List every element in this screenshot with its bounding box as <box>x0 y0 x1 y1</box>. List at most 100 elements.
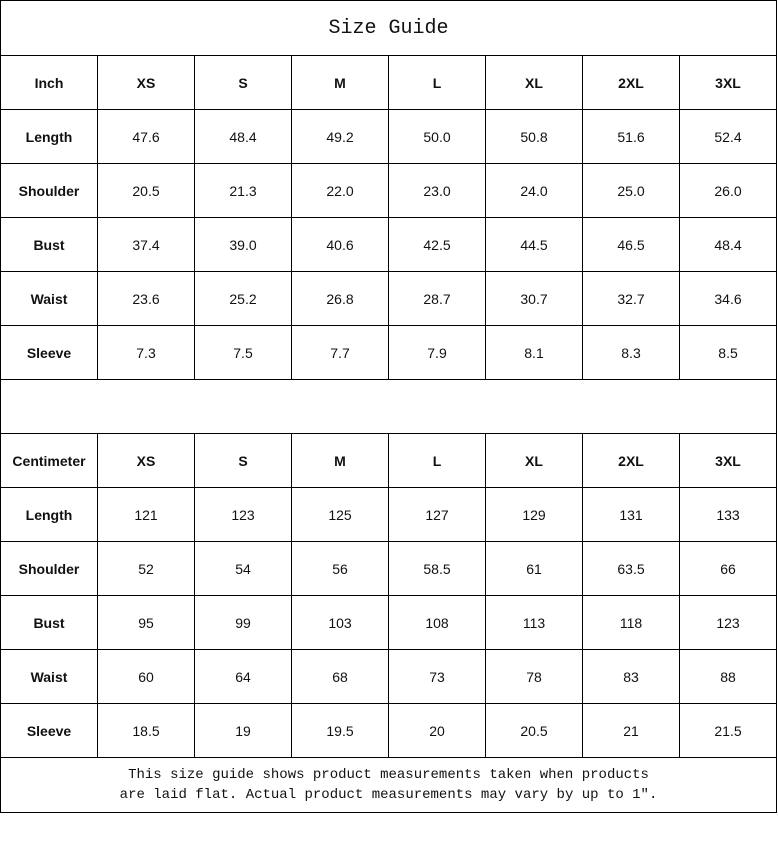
size-header: XS <box>97 433 195 488</box>
size-header: XL <box>485 55 583 110</box>
measurement-label: Bust <box>0 217 98 272</box>
measurement-value: 95 <box>97 595 195 650</box>
measurement-value: 113 <box>485 595 583 650</box>
measurement-value: 123 <box>194 487 292 542</box>
measurement-value: 25.0 <box>582 163 680 218</box>
measurement-value: 7.5 <box>194 325 292 380</box>
measurement-value: 26.8 <box>291 271 389 326</box>
measurement-value: 50.0 <box>388 109 486 164</box>
table-row: Bust 37.4 39.0 40.6 42.5 44.5 46.5 48.4 <box>0 217 778 272</box>
footer-note: This size guide shows product measuremen… <box>0 757 778 813</box>
size-header: L <box>388 55 486 110</box>
table-row: Length 47.6 48.4 49.2 50.0 50.8 51.6 52.4 <box>0 109 778 164</box>
measurement-value: 46.5 <box>582 217 680 272</box>
measurement-value: 121 <box>97 487 195 542</box>
measurement-label: Length <box>0 487 98 542</box>
table-row: Shoulder 20.5 21.3 22.0 23.0 24.0 25.0 26.0 <box>0 163 778 218</box>
measurement-value: 131 <box>582 487 680 542</box>
measurement-value: 23.6 <box>97 271 195 326</box>
spacer-row <box>0 379 778 434</box>
footer-line-1: This size guide shows product measuremen… <box>128 767 649 783</box>
size-guide-table: Size Guide Inch XS S M L XL 2XL 3XL Length 47.6 48… <box>0 0 778 813</box>
measurement-value: 20 <box>388 703 486 758</box>
table-row: Shoulder 52 54 56 58.5 61 63.5 66 <box>0 541 778 596</box>
table-row: Sleeve 7.3 7.5 7.7 7.9 8.1 8.3 8.5 <box>0 325 778 380</box>
table-row: Sleeve 18.5 19 19.5 20 20.5 21 21.5 <box>0 703 778 758</box>
measurement-value: 21.3 <box>194 163 292 218</box>
measurement-value: 23.0 <box>388 163 486 218</box>
measurement-value: 50.8 <box>485 109 583 164</box>
size-header: XS <box>97 55 195 110</box>
measurement-label: Length <box>0 109 98 164</box>
measurement-value: 52 <box>97 541 195 596</box>
measurement-label: Shoulder <box>0 163 98 218</box>
measurement-value: 34.6 <box>678 271 778 326</box>
measurement-value: 56 <box>291 541 389 596</box>
measurement-value: 24.0 <box>485 163 583 218</box>
measurement-value: 8.1 <box>485 325 583 380</box>
size-header: L <box>388 433 486 488</box>
measurement-value: 26.0 <box>678 163 778 218</box>
size-header: S <box>194 433 292 488</box>
measurement-value: 7.7 <box>291 325 389 380</box>
size-header: 3XL <box>678 433 778 488</box>
measurement-value: 39.0 <box>194 217 292 272</box>
measurement-value: 49.2 <box>291 109 389 164</box>
size-header: XL <box>485 433 583 488</box>
measurement-value: 66 <box>678 541 778 596</box>
unit-label: Centimeter <box>0 433 98 488</box>
measurement-label: Sleeve <box>0 325 98 380</box>
measurement-value: 48.4 <box>194 109 292 164</box>
table-row: Waist 60 64 68 73 78 83 88 <box>0 649 778 704</box>
measurement-value: 22.0 <box>291 163 389 218</box>
measurement-value: 32.7 <box>582 271 680 326</box>
inch-header-row: Inch XS S M L XL 2XL 3XL <box>0 55 778 110</box>
measurement-value: 78 <box>485 649 583 704</box>
spacer-cell <box>0 379 778 434</box>
measurement-value: 8.3 <box>582 325 680 380</box>
measurement-value: 21.5 <box>678 703 778 758</box>
measurement-value: 60 <box>97 649 195 704</box>
table-row: Bust 95 99 103 108 113 118 123 <box>0 595 778 650</box>
measurement-value: 73 <box>388 649 486 704</box>
measurement-value: 61 <box>485 541 583 596</box>
table-row: Length 121 123 125 127 129 131 133 <box>0 487 778 542</box>
measurement-value: 48.4 <box>678 217 778 272</box>
measurement-value: 44.5 <box>485 217 583 272</box>
measurement-value: 118 <box>582 595 680 650</box>
measurement-value: 8.5 <box>678 325 778 380</box>
footer-line-2: are laid flat. Actual product measuremen… <box>119 787 658 803</box>
measurement-value: 47.6 <box>97 109 195 164</box>
footer-row: This size guide shows product measuremen… <box>0 757 778 813</box>
table-row: Waist 23.6 25.2 26.8 28.7 30.7 32.7 34.6 <box>0 271 778 326</box>
measurement-label: Shoulder <box>0 541 98 596</box>
measurement-value: 19.5 <box>291 703 389 758</box>
measurement-value: 7.9 <box>388 325 486 380</box>
measurement-label: Bust <box>0 595 98 650</box>
size-header: M <box>291 55 389 110</box>
size-header: 2XL <box>582 433 680 488</box>
measurement-value: 18.5 <box>97 703 195 758</box>
measurement-label: Waist <box>0 649 98 704</box>
measurement-value: 51.6 <box>582 109 680 164</box>
measurement-value: 30.7 <box>485 271 583 326</box>
unit-label: Inch <box>0 55 98 110</box>
measurement-value: 127 <box>388 487 486 542</box>
size-header: 2XL <box>582 55 680 110</box>
measurement-value: 63.5 <box>582 541 680 596</box>
page-title: Size Guide <box>0 0 778 56</box>
measurement-value: 129 <box>485 487 583 542</box>
size-header: S <box>194 55 292 110</box>
measurement-value: 125 <box>291 487 389 542</box>
measurement-value: 28.7 <box>388 271 486 326</box>
measurement-label: Waist <box>0 271 98 326</box>
measurement-value: 54 <box>194 541 292 596</box>
measurement-value: 133 <box>678 487 778 542</box>
measurement-value: 64 <box>194 649 292 704</box>
measurement-value: 68 <box>291 649 389 704</box>
measurement-value: 20.5 <box>97 163 195 218</box>
measurement-value: 25.2 <box>194 271 292 326</box>
cm-header-row: Centimeter XS S M L XL 2XL 3XL <box>0 433 778 488</box>
measurement-value: 19 <box>194 703 292 758</box>
measurement-value: 7.3 <box>97 325 195 380</box>
